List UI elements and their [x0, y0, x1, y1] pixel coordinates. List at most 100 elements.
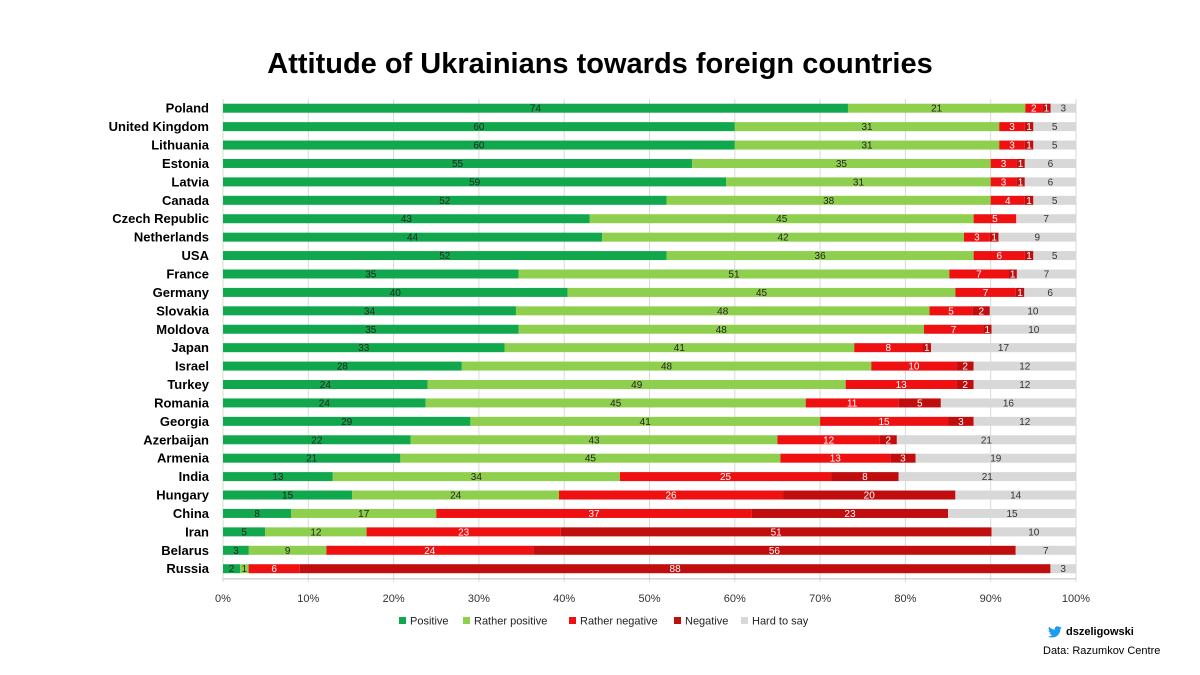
data-label-rather-negative-usa: 6	[996, 251, 1002, 262]
bar-negative-romania	[898, 398, 941, 408]
data-label-negative-belarus: 56	[769, 546, 781, 557]
bar-hard-to-say-iran	[991, 527, 1076, 537]
data-label-positive-united-kingdom: 60	[473, 122, 485, 133]
data-label-rather-positive-canada: 38	[823, 196, 835, 207]
category-label-poland: Poland	[166, 101, 209, 116]
bar-rather-positive-estonia	[692, 158, 991, 168]
bar-positive-poland	[223, 103, 848, 113]
bar-hard-to-say-latvia	[1024, 177, 1076, 187]
data-label-negative-estonia: 1	[1018, 159, 1024, 170]
bar-rather-negative-moldova	[923, 324, 984, 334]
bar-rather-negative-georgia	[820, 416, 949, 426]
data-label-rather-negative-turkey: 13	[896, 380, 908, 391]
data-label-negative-poland: 1	[1044, 104, 1050, 115]
x-tick-label: 0%	[215, 593, 231, 605]
bar-rather-positive-lithuania	[734, 140, 1000, 150]
data-label-positive-usa: 52	[439, 251, 451, 262]
bar-negative-iran	[560, 527, 992, 537]
bar-negative-slovakia	[972, 306, 990, 316]
bar-rather-negative-azerbaijan	[777, 435, 880, 445]
bar-positive-czech-republic	[223, 214, 590, 224]
data-label-rather-positive-georgia: 41	[640, 417, 652, 428]
bar-negative-india	[831, 472, 899, 482]
bar-hard-to-say-netherlands	[998, 232, 1076, 242]
legend: Positive Rather positive Rather negative Ne…	[399, 616, 809, 628]
category-label-india: India	[179, 469, 210, 484]
data-label-negative-russia: 88	[670, 564, 682, 575]
data-label-rather-positive-moldova: 48	[716, 325, 728, 336]
x-tick-label: 90%	[980, 593, 1002, 605]
data-label-hard-to-say-france: 7	[1044, 269, 1050, 280]
data-label-rather-negative-poland: 2	[1031, 104, 1037, 115]
bar-rather-positive-france	[518, 269, 950, 279]
data-label-negative-india: 8	[862, 472, 868, 483]
data-label-positive-georgia: 29	[341, 417, 353, 428]
category-label-slovakia: Slovakia	[156, 303, 210, 318]
data-label-negative-france: 1	[1010, 269, 1016, 280]
data-label-rather-positive-romania: 45	[610, 398, 622, 409]
bar-negative-usa	[1024, 251, 1034, 261]
data-label-rather-negative-moldova: 7	[951, 325, 957, 336]
data-label-positive-netherlands: 44	[407, 233, 419, 244]
bar-negative-canada	[1024, 195, 1034, 205]
data-label-negative-japan: 1	[924, 343, 930, 354]
bar-rather-positive-india	[332, 472, 620, 482]
data-label-rather-positive-belarus: 9	[285, 546, 291, 557]
data-label-negative-iran: 51	[771, 527, 783, 538]
category-label-hungary: Hungary	[156, 488, 210, 503]
category-label-latvia: Latvia	[171, 174, 209, 189]
bar-hard-to-say-romania	[940, 398, 1076, 408]
author-credit: dszeligowski	[1048, 626, 1134, 638]
legend-swatch-negative	[674, 617, 681, 624]
data-label-rather-positive-turkey: 49	[631, 380, 643, 391]
data-label-hard-to-say-czech-republic: 7	[1043, 214, 1049, 225]
x-tick-label: 20%	[383, 593, 405, 605]
data-label-hard-to-say-china: 15	[1006, 509, 1018, 520]
bar-rather-negative-usa	[973, 251, 1025, 261]
data-label-rather-positive-usa: 36	[815, 251, 827, 262]
bar-rather-negative-france	[949, 269, 1009, 279]
data-label-hard-to-say-united-kingdom: 5	[1052, 122, 1058, 133]
data-label-negative-israel: 2	[962, 362, 968, 373]
data-label-positive-azerbaijan: 22	[311, 435, 323, 446]
data-label-hard-to-say-azerbaijan: 21	[981, 435, 993, 446]
data-label-positive-japan: 33	[358, 343, 370, 354]
data-label-positive-poland: 74	[530, 104, 542, 115]
bar-hard-to-say-estonia	[1024, 158, 1076, 168]
bar-rather-negative-belarus	[326, 545, 534, 555]
bar-hard-to-say-hungary	[955, 490, 1076, 500]
category-label-iran: Iran	[185, 524, 209, 539]
bar-rather-positive-russia	[240, 564, 249, 574]
bar-positive-usa	[223, 251, 667, 261]
bar-rather-negative-hungary	[559, 490, 784, 500]
category-label-france: France	[166, 266, 209, 281]
data-label-negative-turkey: 2	[962, 380, 968, 391]
data-label-rather-positive-united-kingdom: 31	[861, 122, 873, 133]
data-label-hard-to-say-hungary: 14	[1010, 491, 1022, 502]
data-label-rather-positive-india: 34	[471, 472, 483, 483]
legend-label-negative: Negative	[685, 616, 728, 628]
bar-rather-positive-slovakia	[515, 306, 930, 316]
bar-hard-to-say-czech-republic	[1016, 214, 1076, 224]
data-label-rather-positive-czech-republic: 45	[776, 214, 788, 225]
bar-rather-positive-azerbaijan	[410, 435, 778, 445]
category-label-estonia: Estonia	[162, 156, 210, 171]
data-label-negative-hungary: 20	[864, 491, 876, 502]
data-label-rather-positive-latvia: 31	[853, 177, 865, 188]
bar-negative-france	[1008, 269, 1017, 279]
bar-positive-iran	[223, 527, 266, 537]
bar-rather-positive-turkey	[427, 380, 846, 390]
legend-label-rather-positive: Rather positive	[474, 616, 547, 628]
data-label-positive-romania: 24	[319, 398, 331, 409]
category-labels: Poland United Kingdom Lithuania Estonia Latv…	[109, 101, 210, 577]
data-label-rather-positive-armenia: 45	[585, 454, 597, 465]
data-label-positive-latvia: 59	[469, 177, 481, 188]
bar-positive-azerbaijan	[223, 435, 411, 445]
bar-positive-lithuania	[223, 140, 735, 150]
data-label-negative-canada: 1	[1026, 196, 1032, 207]
category-label-moldova: Moldova	[156, 322, 209, 337]
x-axis-ticks: 0% 10% 20% 30% 40% 50% 60% 70% 80% 90% 100%	[215, 593, 1090, 605]
data-label-rather-negative-hungary: 26	[665, 491, 677, 502]
category-label-canada: Canada	[162, 193, 210, 208]
data-label-rather-negative-germany: 7	[983, 288, 989, 299]
